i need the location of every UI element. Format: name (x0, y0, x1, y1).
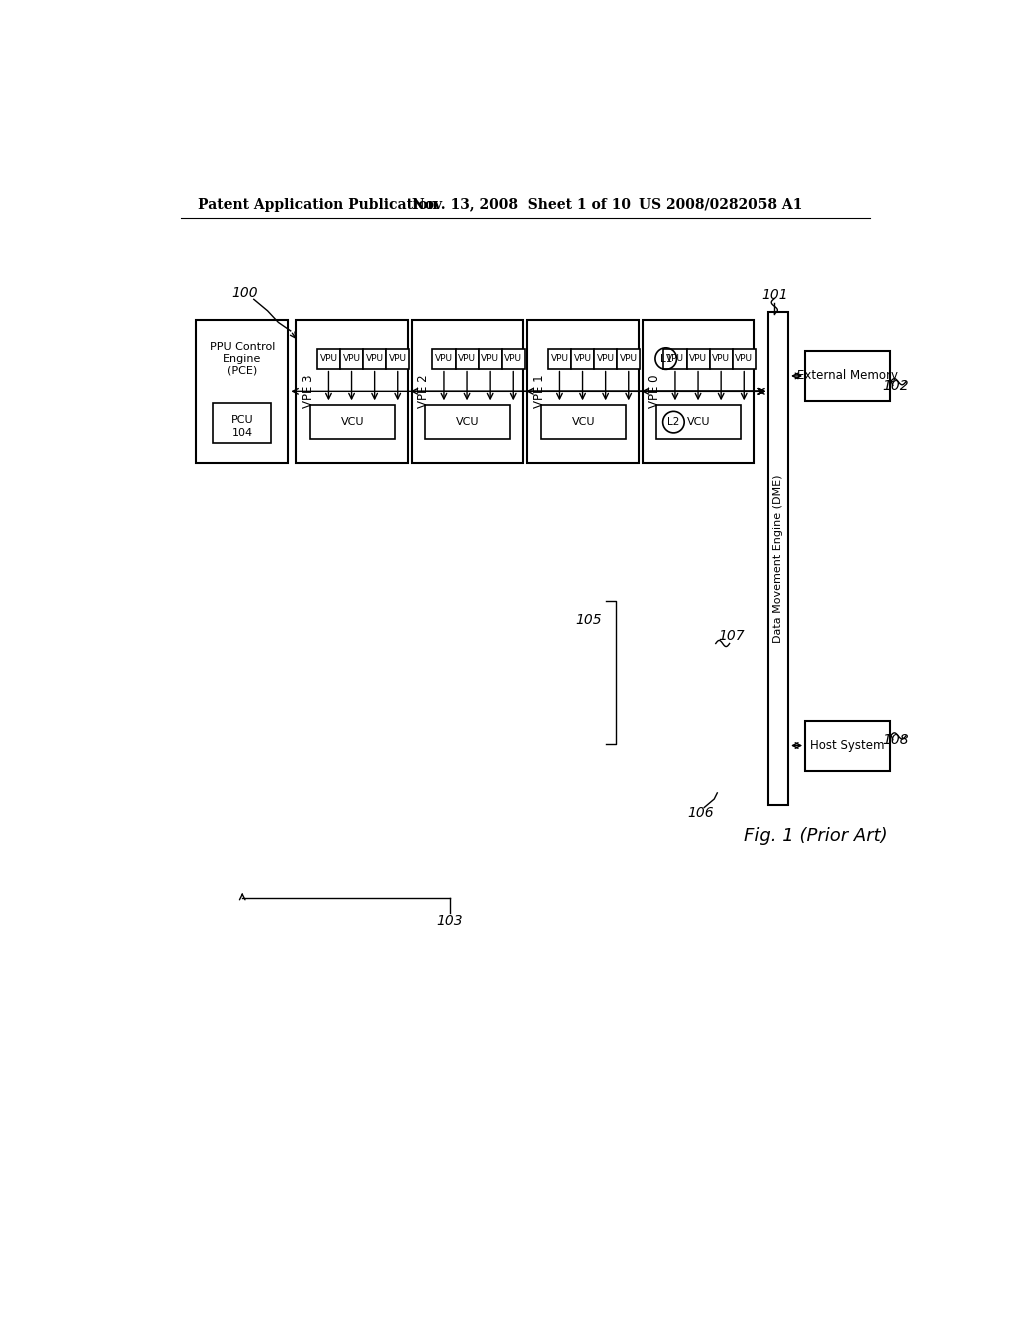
Text: VPE 3: VPE 3 (302, 375, 315, 408)
Text: VPU: VPU (366, 354, 384, 363)
Text: PCU: PCU (230, 416, 254, 425)
Text: VPU: VPU (435, 354, 453, 363)
Text: VPU: VPU (343, 354, 360, 363)
Text: VPU: VPU (481, 354, 499, 363)
Bar (310, 405, 394, 440)
Text: L1: L1 (659, 354, 672, 363)
Bar (733, 348, 756, 368)
Bar (805, 351, 890, 401)
Text: Fig. 1 (Prior Art): Fig. 1 (Prior Art) (744, 828, 888, 845)
Bar (502, 348, 524, 368)
Text: VPU: VPU (504, 354, 522, 363)
Text: (PCE): (PCE) (227, 366, 257, 375)
Text: VPE 2: VPE 2 (418, 375, 430, 408)
Bar (527, 321, 639, 462)
Text: VPE 0: VPE 0 (648, 375, 662, 408)
Bar (617, 348, 640, 368)
Text: VPU: VPU (597, 354, 614, 363)
Text: VPU: VPU (712, 354, 730, 363)
Text: VPU: VPU (689, 354, 707, 363)
Text: US 2008/0282058 A1: US 2008/0282058 A1 (639, 198, 802, 211)
Bar (196, 321, 289, 462)
Bar (686, 348, 710, 368)
Text: 107: 107 (718, 628, 744, 643)
Text: 104: 104 (231, 428, 253, 437)
Text: VCU: VCU (687, 417, 711, 428)
Bar (571, 348, 594, 368)
Bar (456, 348, 478, 368)
Text: Patent Application Publication: Patent Application Publication (199, 198, 438, 211)
Text: VCU: VCU (456, 417, 479, 428)
Text: VPU: VPU (389, 354, 407, 363)
Bar (594, 348, 617, 368)
Text: VPE 1: VPE 1 (532, 375, 546, 408)
Bar (364, 348, 386, 368)
Bar (548, 348, 571, 368)
Text: VCU: VCU (341, 417, 365, 428)
Text: Host System: Host System (810, 739, 885, 752)
Text: 100: 100 (231, 286, 258, 300)
Bar (541, 405, 626, 440)
Text: L2: L2 (668, 417, 680, 428)
Text: 105: 105 (575, 614, 602, 627)
Bar (768, 313, 788, 805)
Bar (656, 405, 741, 440)
Bar (478, 348, 502, 368)
Text: 102: 102 (883, 379, 909, 392)
Bar (425, 405, 510, 440)
Text: VPU: VPU (319, 354, 338, 363)
Bar (412, 321, 523, 462)
Text: 103: 103 (437, 913, 464, 928)
Bar (643, 321, 755, 462)
Bar (710, 348, 733, 368)
Bar (316, 348, 340, 368)
Text: VPU: VPU (620, 354, 638, 363)
Text: VPU: VPU (735, 354, 754, 363)
Text: External Memory: External Memory (797, 370, 898, 383)
Text: VCU: VCU (571, 417, 595, 428)
Text: Data Movement Engine (DME): Data Movement Engine (DME) (773, 475, 783, 643)
Text: 101: 101 (761, 289, 787, 302)
Text: 106: 106 (687, 807, 714, 820)
Bar (386, 348, 410, 368)
Bar (296, 321, 408, 462)
Text: PPU Control: PPU Control (210, 342, 274, 352)
Text: Engine: Engine (223, 354, 261, 363)
Text: Nov. 13, 2008  Sheet 1 of 10: Nov. 13, 2008 Sheet 1 of 10 (412, 198, 631, 211)
Text: VPU: VPU (458, 354, 476, 363)
Text: VPU: VPU (551, 354, 568, 363)
Bar (432, 348, 456, 368)
Text: VPU: VPU (666, 354, 684, 363)
Bar (340, 348, 364, 368)
Text: 108: 108 (883, 733, 909, 747)
Bar (805, 721, 890, 771)
Bar (213, 404, 271, 444)
Text: VPU: VPU (573, 354, 592, 363)
Bar (664, 348, 686, 368)
